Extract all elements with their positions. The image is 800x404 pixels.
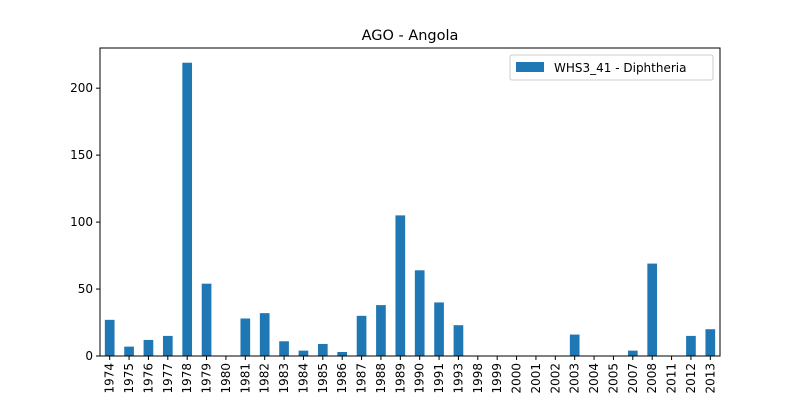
bar-2003 [569, 334, 580, 356]
bar-2012 [686, 335, 696, 356]
x-tick-label: 1989 [393, 363, 407, 394]
x-tick-label: 1978 [180, 363, 194, 394]
x-tick-label: 2013 [703, 363, 717, 394]
axes-frame [99, 47, 721, 357]
bar-1990 [414, 270, 425, 356]
y-tick-label: 200 [70, 81, 93, 95]
x-tick-label: 2002 [548, 363, 562, 394]
x-tick-label: 1984 [296, 363, 310, 394]
x-tick-label: 2012 [684, 363, 698, 394]
bar-1977 [162, 335, 173, 356]
x-tick-label: 1985 [316, 363, 330, 394]
bar-1984 [298, 350, 309, 356]
x-tick-label: 2001 [529, 363, 543, 394]
x-tick-label: 1981 [238, 363, 252, 394]
bar-1979 [201, 283, 212, 356]
x-tick-label: 2005 [606, 363, 620, 394]
bar-2008 [647, 263, 658, 356]
x-tick-label: 2003 [568, 363, 582, 394]
y-tick-label: 50 [78, 282, 93, 296]
x-tick-label: 1988 [374, 363, 388, 394]
bar-1981 [240, 318, 251, 356]
x-tick-label: 1999 [490, 363, 504, 394]
y-tick-label: 100 [70, 215, 93, 229]
x-tick-label: 1975 [122, 363, 136, 394]
bar-1982 [259, 313, 270, 356]
x-tick-label: 1977 [161, 363, 175, 394]
bar-1976 [143, 339, 154, 356]
x-tick-label: 1980 [219, 363, 233, 394]
bar-1983 [279, 341, 289, 356]
bar-1974 [104, 319, 115, 356]
y-tick-label: 150 [70, 148, 93, 162]
y-tick-label: 0 [85, 349, 93, 363]
x-tick-label: 1986 [335, 363, 349, 394]
bar-2007 [627, 350, 638, 356]
legend-swatch [516, 62, 544, 72]
x-tick-label: 1987 [355, 363, 369, 394]
bar-1978 [182, 62, 193, 356]
bar-1975 [124, 346, 134, 356]
bar-2013 [705, 329, 716, 356]
bar-1993 [453, 325, 464, 356]
bar-1989 [395, 215, 406, 356]
x-tick-label: 1998 [471, 363, 485, 394]
legend-label: WHS3_41 - Diphtheria [554, 61, 686, 75]
bar-1985 [317, 343, 328, 356]
legend-box [509, 54, 714, 81]
x-tick-label: 1979 [200, 363, 214, 394]
x-tick-label: 2004 [587, 363, 601, 394]
x-axis: 1974 1975 1976 1977 1978 1979 1980 1981 1982 1983… [103, 356, 717, 394]
x-tick-label: 1983 [277, 363, 291, 394]
x-tick-label: 1993 [451, 363, 465, 394]
x-tick-label: 2011 [665, 363, 679, 394]
x-tick-label: 1974 [103, 363, 117, 394]
x-tick-label: 1976 [141, 363, 155, 394]
chart-title: AGO - Angola [362, 28, 459, 44]
bar-1988 [376, 305, 386, 356]
bars-layer [104, 62, 716, 356]
bar-1991 [434, 302, 444, 356]
bar-1987 [356, 315, 367, 356]
y-axis: 0 50 100 150 200 [70, 81, 100, 363]
x-tick-label: 2000 [510, 363, 524, 394]
x-tick-label: 2008 [645, 363, 659, 394]
x-tick-label: 2007 [626, 363, 640, 394]
bar-1986 [337, 351, 348, 356]
legend: WHS3_41 - Diphtheria [509, 54, 714, 81]
x-tick-label: 1990 [413, 363, 427, 394]
x-tick-label: 1982 [258, 363, 272, 394]
x-tick-label: 1991 [432, 363, 446, 394]
